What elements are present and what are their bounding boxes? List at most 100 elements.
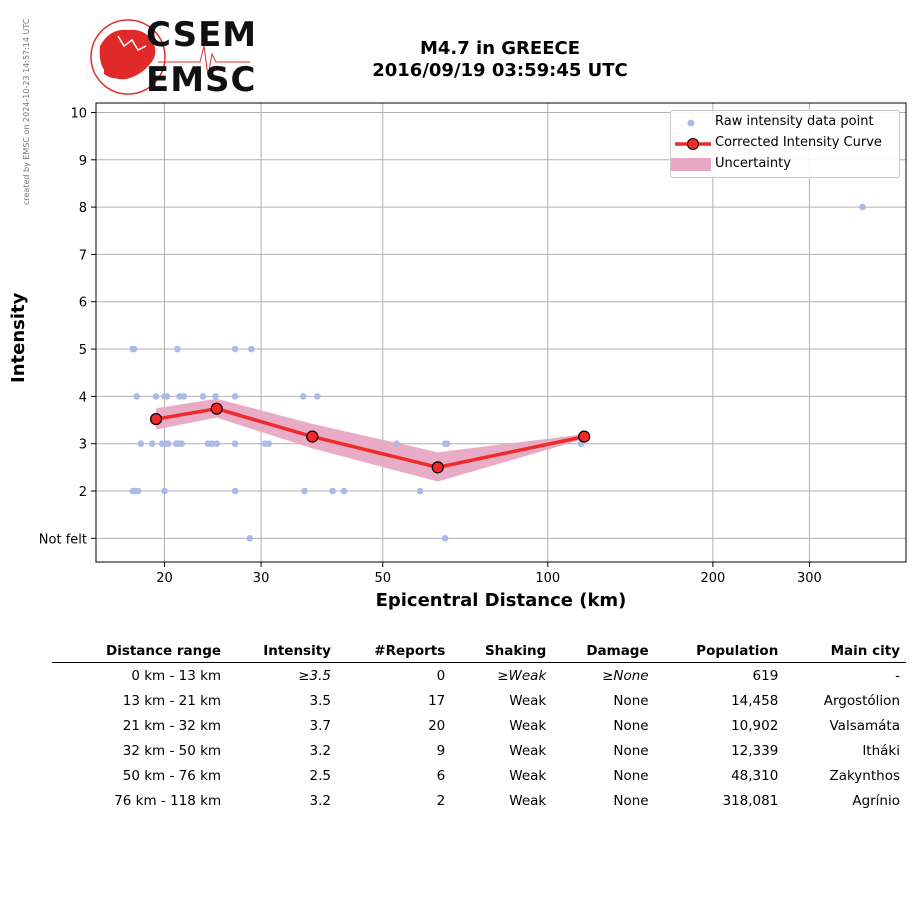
cell-damage: None: [613, 767, 649, 784]
raw-data-point: [231, 345, 239, 353]
legend-label-uncertainty: Uncertainty: [715, 156, 791, 171]
x-tick-label: 200: [700, 571, 725, 586]
logo-text-emsc: EMSC: [146, 60, 257, 100]
cell-damage: None: [613, 717, 649, 734]
chart-subtitle: 2016/09/19 03:59:45 UTC: [372, 60, 628, 81]
cell-reports: 0: [436, 667, 446, 684]
y-tick-label: Not felt: [39, 532, 87, 547]
raw-data-point: [441, 535, 449, 542]
raw-data-point: [301, 487, 308, 495]
cell-intensity: 3.7: [309, 717, 331, 734]
cell-city: Itháki: [862, 742, 900, 759]
x-tick-label: 300: [797, 571, 822, 586]
logo-text-csem: CSEM: [146, 15, 258, 55]
raw-data-point: [443, 440, 451, 448]
y-tick-label: 7: [79, 248, 87, 263]
cell-range: 0 km - 13 km: [131, 667, 222, 684]
raw-data-point: [180, 393, 188, 400]
cell-range: 76 km - 118 km: [114, 792, 222, 809]
raw-data-point: [173, 345, 181, 353]
x-tick-label: 50: [374, 571, 391, 586]
cell-city: Agrínio: [852, 792, 900, 809]
y-tick-label: 8: [79, 201, 87, 216]
raw-data-point: [299, 393, 307, 400]
y-tick-label: 3: [79, 438, 87, 453]
y-tick-label: 9: [79, 154, 87, 169]
chart-title: M4.7 in GREECE: [419, 38, 581, 59]
cell-population: 619: [752, 667, 779, 684]
raw-data-point: [208, 440, 216, 448]
cell-range: 32 km - 50 km: [122, 742, 222, 759]
table-row: 32 km - 50 km 3.2 9 Weak None 12,339 Ith…: [52, 738, 906, 763]
cell-city: Valsamáta: [829, 717, 900, 734]
cell-reports: 6: [436, 767, 446, 784]
table-row: 50 km - 76 km 2.5 6 Weak None 48,310 Zak…: [52, 763, 906, 788]
legend-label-curve: Corrected Intensity Curve: [715, 135, 882, 150]
raw-data-point: [416, 487, 424, 495]
legend-entry-uncertainty: Uncertainty: [671, 155, 899, 175]
header-shaking: Shaking: [451, 640, 553, 663]
raw-data-point: [148, 440, 156, 448]
cell-shaking: Weak: [509, 742, 547, 759]
header-distance-range: Distance range: [52, 640, 228, 663]
table-row: 13 km - 21 km 3.5 17 Weak None 14,458 Ar…: [52, 688, 906, 713]
table-row: 0 km - 13 km ≥3.5 0 ≥Weak ≥None 619 -: [52, 663, 906, 689]
raw-data-point: [393, 440, 400, 448]
table-row: 21 km - 32 km 3.7 20 Weak None 10,902 Va…: [52, 713, 906, 738]
cell-shaking: Weak: [509, 692, 547, 709]
raw-data-point: [248, 345, 255, 353]
corrected-intensity-marker: [431, 461, 444, 474]
cell-reports: 20: [428, 717, 446, 734]
cell-population: 10,902: [731, 717, 779, 734]
raw-data-point: [231, 487, 239, 495]
raw-data-point: [164, 440, 172, 448]
x-tick-label: 20: [156, 571, 173, 586]
raw-data-point: [161, 487, 168, 495]
cell-city: -: [895, 667, 900, 684]
header-damage: Damage: [552, 640, 655, 663]
plot-frame: [95, 102, 907, 563]
raw-data-point: [134, 487, 142, 495]
legend-entry-curve: Corrected Intensity Curve: [671, 134, 899, 154]
y-tick-label: 10: [70, 106, 87, 121]
corrected-intensity-marker: [578, 430, 591, 443]
raw-data-point: [199, 393, 207, 400]
cell-reports: 2: [436, 792, 446, 809]
x-axis-label: Epicentral Distance (km): [375, 590, 627, 611]
corrected-intensity-marker: [210, 402, 223, 415]
raw-data-point: [130, 345, 138, 353]
header-intensity: Intensity: [227, 640, 337, 663]
cell-damage: ≥None: [602, 667, 649, 684]
table-row: 76 km - 118 km 3.2 2 Weak None 318,081 A…: [52, 788, 906, 813]
cell-intensity: 3.2: [309, 792, 331, 809]
raw-data-point: [231, 440, 239, 448]
cell-shaking: Weak: [509, 792, 547, 809]
cell-intensity: ≥3.5: [298, 667, 331, 684]
cell-reports: 9: [436, 742, 446, 759]
cell-population: 318,081: [722, 792, 779, 809]
intensity-summary-table: Distance range Intensity #Reports Shakin…: [52, 640, 906, 813]
cell-range: 13 km - 21 km: [122, 692, 222, 709]
y-tick-label: 4: [79, 390, 87, 405]
cell-shaking: ≥Weak: [497, 667, 547, 684]
legend-entry-raw: Raw intensity data point: [671, 113, 899, 133]
cell-intensity: 2.5: [309, 767, 331, 784]
y-axis-label: Intensity: [8, 292, 29, 383]
cell-range: 50 km - 76 km: [122, 767, 222, 784]
cell-population: 14,458: [731, 692, 779, 709]
x-tick-label: 30: [253, 571, 270, 586]
cell-intensity: 3.5: [309, 692, 331, 709]
y-tick-label: 6: [79, 296, 87, 311]
header-population: Population: [654, 640, 785, 663]
cell-reports: 17: [428, 692, 446, 709]
intensity-chart: 20 30 50 100 200 300 Not felt 2 3 4 5 6 7 8 9 10: [39, 102, 907, 586]
y-tick-label: 2: [79, 485, 87, 500]
globe-icon: [90, 19, 250, 95]
raw-data-point: [314, 393, 321, 400]
raw-data-point: [246, 535, 253, 542]
x-tick-label: 100: [535, 571, 560, 586]
raw-data-point: [133, 393, 141, 400]
cell-population: 48,310: [731, 767, 779, 784]
csem-emsc-logo: CSEM EMSC: [88, 16, 258, 100]
cell-city: Argostólion: [823, 692, 900, 709]
